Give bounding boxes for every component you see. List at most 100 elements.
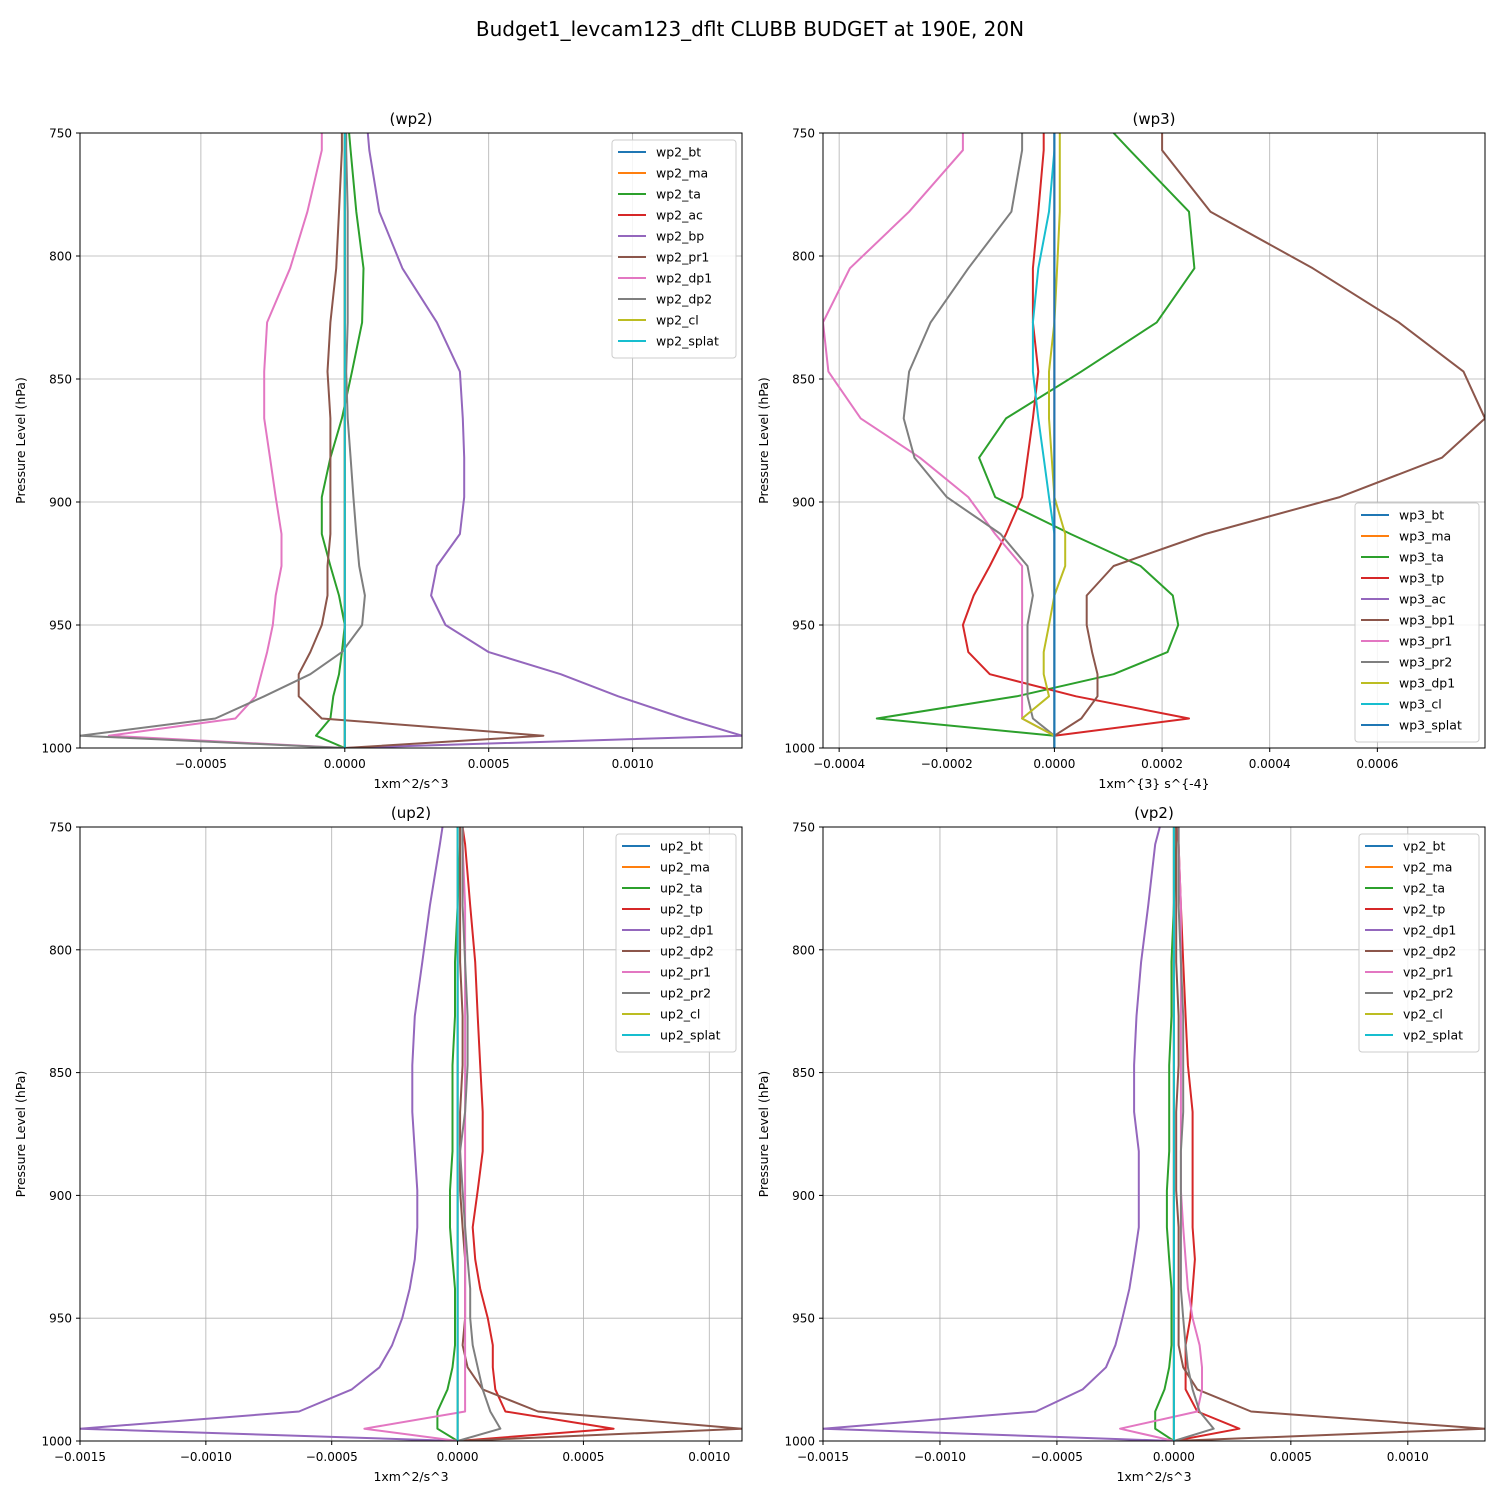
x-tick-label: −0.0004 [813, 757, 865, 771]
legend-label: wp3_splat [1399, 718, 1462, 733]
x-tick-label: −0.0005 [306, 1450, 358, 1464]
x-tick-label: −0.0015 [797, 1450, 849, 1464]
legend-label: wp2_splat [656, 334, 719, 349]
series-group [80, 133, 742, 748]
legend-label: up2_tp [660, 902, 703, 917]
legend-label: vp2_ma [1403, 860, 1452, 875]
legend-label: up2_dp1 [660, 923, 714, 938]
y-tick-label: 1000 [784, 1435, 815, 1449]
legend-label: wp2_cl [656, 313, 699, 328]
subplot-title: (up2) [391, 804, 431, 822]
subplot-title: (vp2) [1134, 804, 1174, 822]
y-tick-label: 800 [49, 943, 72, 957]
legend: wp2_bt wp2_ma wp2_ta wp2_ac wp2_bp wp2_pr1 wp2… [611, 139, 737, 359]
legend-label: up2_splat [660, 1028, 721, 1043]
legend-label: wp3_dp1 [1399, 676, 1455, 691]
legend-label: wp2_pr1 [656, 250, 709, 265]
series-line-vp2_pr1 [1119, 827, 1203, 1441]
legend-label: vp2_pr2 [1403, 986, 1454, 1001]
y-tick-label: 750 [49, 127, 72, 141]
series-line-wp2_bp [344, 133, 742, 748]
x-tick-label: 0.0000 [324, 757, 366, 771]
legend: wp3_bt wp3_ma wp3_ta wp3_tp wp3_ac wp3_bp1 wp3… [1354, 502, 1480, 743]
series-line-vp2_ta [1154, 827, 1178, 1441]
subplot-title: (wp3) [1132, 110, 1175, 128]
x-axis-label: 1xm^2/s^3 [1116, 1469, 1191, 1484]
x-tick-label: 0.0000 [1033, 757, 1075, 771]
x-tick-label: 0.0005 [468, 757, 510, 771]
legend-label: wp2_ma [656, 166, 708, 181]
y-tick-label: 900 [792, 1189, 815, 1203]
legend-label: wp3_pr2 [1399, 655, 1452, 670]
legend-label: vp2_pr1 [1403, 965, 1454, 980]
legend-label: wp3_ta [1399, 550, 1444, 565]
legend-label: vp2_splat [1403, 1028, 1463, 1043]
series-line-wp3_bp1 [1053, 133, 1485, 748]
y-tick-label: 900 [49, 496, 72, 510]
series-line-wp3_pr1 [823, 133, 1056, 748]
series-line-wp2_pr1 [297, 133, 545, 748]
y-tick-label: 750 [792, 127, 815, 141]
subplot-wp2: −0.0005 0.0000 0.0005 0.0010 750 800 850 900 950… [13, 110, 743, 791]
series-line-vp2_dp1 [823, 827, 1174, 1441]
series-line-up2_pr2 [457, 827, 502, 1441]
x-tick-label: −0.0002 [921, 757, 973, 771]
axes-frame [79, 826, 743, 1442]
legend-label: up2_cl [660, 1007, 700, 1022]
series-line-vp2_tp [1173, 827, 1241, 1441]
series-group [823, 827, 1485, 1441]
x-tick-label: 0.0010 [612, 757, 654, 771]
series-line-vp2_dp2 [1173, 827, 1485, 1441]
legend-label: wp2_bp [656, 229, 704, 244]
x-tick-label: −0.0015 [54, 1450, 106, 1464]
subplot-up2: −0.0015 −0.0010 −0.0005 0.0000 0.0005 0.0010 7… [13, 804, 743, 1484]
legend-label: vp2_cl [1403, 1007, 1443, 1022]
legend-label: wp2_dp2 [656, 292, 712, 307]
x-tick-label: −0.0010 [914, 1450, 966, 1464]
legend-label: wp3_bt [1399, 508, 1444, 523]
y-tick-label: 850 [792, 373, 815, 387]
subplot-title: (wp2) [389, 110, 432, 128]
legend-label: wp2_ac [656, 208, 703, 223]
y-tick-label: 1000 [784, 742, 815, 756]
series-line-wp2_dp2 [80, 133, 366, 748]
y-tick-label: 950 [792, 619, 815, 633]
y-tick-label: 950 [49, 1312, 72, 1326]
legend-label: wp3_cl [1399, 697, 1442, 712]
series-line-up2_tp [457, 827, 615, 1441]
legend-label: vp2_dp2 [1403, 944, 1456, 959]
legend-label: up2_ta [660, 881, 703, 896]
x-tick-label: 0.0005 [562, 1450, 604, 1464]
y-tick-label: 1000 [41, 1435, 72, 1449]
y-tick-label: 750 [792, 821, 815, 835]
x-tick-label: 0.0004 [1249, 757, 1291, 771]
x-tick-label: 0.0002 [1141, 757, 1183, 771]
legend-label: wp2_bt [656, 145, 701, 160]
x-tick-label: −0.0005 [1031, 1450, 1083, 1464]
series-line-wp3_dp1 [1021, 133, 1067, 748]
x-tick-label: 0.0006 [1356, 757, 1398, 771]
series-line-wp3_ta [875, 133, 1196, 748]
series-line-wp2_dp1 [107, 133, 345, 748]
axes-frame [822, 132, 1486, 749]
legend: vp2_bt vp2_ma vp2_ta vp2_tp vp2_dp1 vp2_dp2vp… [1358, 833, 1480, 1053]
legend-label: wp3_ma [1399, 529, 1451, 544]
x-tick-label: −0.0005 [175, 757, 227, 771]
series-line-wp2_ta [315, 133, 365, 748]
subplot-vp2: −0.0015 −0.0010 −0.0005 0.0000 0.0005 0.0010 7… [756, 804, 1486, 1484]
y-tick-label: 850 [49, 1066, 72, 1080]
x-tick-label: 0.0005 [1270, 1450, 1312, 1464]
series-line-wp3_pr2 [902, 133, 1056, 748]
axes-frame [79, 132, 743, 749]
legend-label: vp2_tp [1403, 902, 1445, 917]
y-tick-label: 1000 [41, 742, 72, 756]
x-axis-label: 1xm^2/s^3 [373, 1469, 448, 1484]
legend-label: up2_bt [660, 839, 703, 854]
y-axis-label: Pressure Level (hPa) [13, 377, 28, 504]
legend-label: up2_ma [660, 860, 710, 875]
legend-label: wp2_ta [656, 187, 701, 202]
legend-label: wp3_bp1 [1399, 613, 1455, 628]
series-group [80, 827, 742, 1441]
legend-label: vp2_bt [1403, 839, 1445, 854]
subplot-wp3: −0.0004 −0.0002 0.0000 0.0002 0.0004 0.0006 75… [756, 110, 1486, 791]
